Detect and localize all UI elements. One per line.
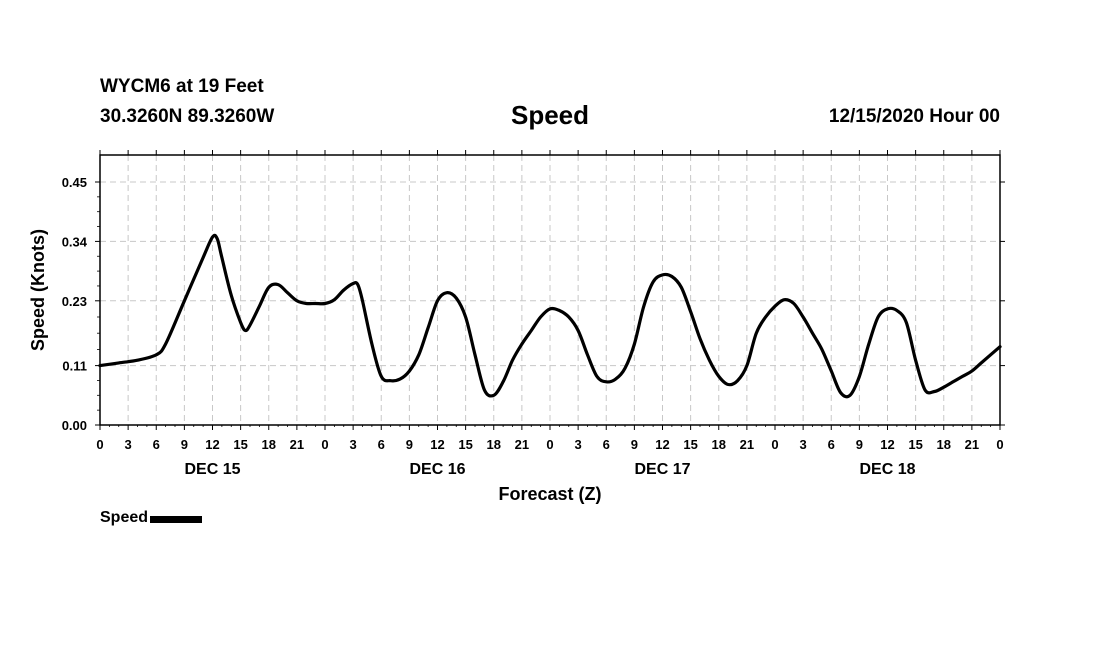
x-tick-label: 12 <box>430 437 444 452</box>
x-tick-label: 15 <box>683 437 697 452</box>
x-tick-label: 6 <box>828 437 835 452</box>
x-tick-label: 18 <box>262 437 276 452</box>
x-tick-label: 0 <box>771 437 778 452</box>
x-tick-label: 9 <box>406 437 413 452</box>
series-line-speed <box>98 233 1002 399</box>
grid-lines <box>100 155 1000 425</box>
station-label: WYCM6 at 19 Feet <box>100 76 264 97</box>
x-tick-label: 9 <box>631 437 638 452</box>
x-tick-label: 12 <box>880 437 894 452</box>
x-tick-label: 3 <box>575 437 582 452</box>
chart-title: Speed <box>0 100 1100 131</box>
x-tick-label: 15 <box>233 437 247 452</box>
x-tick-label: 6 <box>378 437 385 452</box>
chart-title-text: Speed <box>510 100 590 130</box>
x-tick-label: 18 <box>712 437 726 452</box>
legend-label: Speed <box>100 509 149 526</box>
day-label: DEC 17 <box>634 461 690 478</box>
x-tick-label: 18 <box>937 437 951 452</box>
x-tick-label: 0 <box>321 437 328 452</box>
day-label: DEC 18 <box>859 461 915 478</box>
x-tick-label: 18 <box>487 437 501 452</box>
legend: Speed <box>100 509 203 527</box>
day-label: DEC 16 <box>409 461 465 478</box>
x-tick-label: 12 <box>655 437 669 452</box>
x-tick-label: 9 <box>181 437 188 452</box>
axes <box>95 150 1005 430</box>
y-tick-label: 0.45 <box>62 175 87 190</box>
y-axis-title: Speed (Knots) <box>28 229 48 351</box>
x-tick-label: 12 <box>205 437 219 452</box>
x-tick-label: 21 <box>740 437 754 452</box>
day-label: DEC 15 <box>184 461 240 478</box>
forecast-timestamp: 12/15/2020 Hour 00 <box>828 106 1000 127</box>
x-tick-label: 0 <box>546 437 553 452</box>
x-axis-title: Forecast (Z) <box>498 484 601 504</box>
x-tick-label: 21 <box>965 437 979 452</box>
x-tick-label: 3 <box>125 437 132 452</box>
x-tick-label: 3 <box>350 437 357 452</box>
x-tick-label: 6 <box>153 437 160 452</box>
y-tick-label: 0.23 <box>62 294 87 309</box>
series-layer <box>98 233 1002 399</box>
x-tick-label: 9 <box>856 437 863 452</box>
x-tick-label: 0 <box>996 437 1003 452</box>
y-tick-label: 0.11 <box>62 359 87 374</box>
x-tick-label: 21 <box>515 437 529 452</box>
y-tick-label: 0.00 <box>62 418 87 433</box>
axis-labels: 0 3 6 9 12 15 18 21 0 3 6 9 12 15 18 21 0 3 6 9 12 15 18 21 0 3 6 9… <box>28 175 1004 504</box>
coordinates-label: 30.3260N 89.3260W <box>100 106 275 127</box>
x-tick-label: 3 <box>800 437 807 452</box>
x-tick-label: 21 <box>290 437 304 452</box>
x-tick-label: 15 <box>908 437 922 452</box>
legend-line-swatch <box>150 516 203 523</box>
x-tick-label: 15 <box>458 437 472 452</box>
x-tick-label: 0 <box>96 437 103 452</box>
y-tick-label: 0.34 <box>62 234 88 249</box>
x-tick-label: 6 <box>603 437 610 452</box>
